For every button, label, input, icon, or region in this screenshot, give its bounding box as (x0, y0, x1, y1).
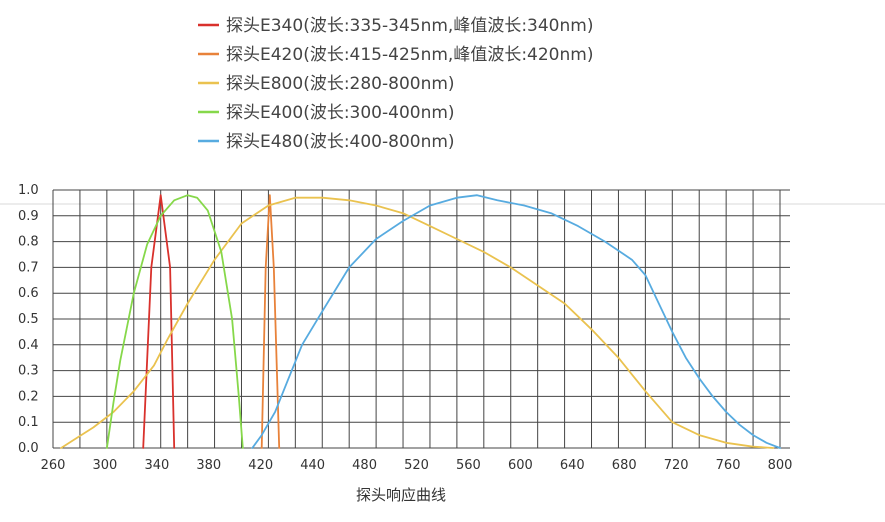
x-tick-label: 260 (41, 458, 66, 473)
x-axis-title: 探头响应曲线 (356, 486, 446, 504)
x-tick-label: 720 (664, 458, 689, 473)
series-line-1 (142, 194, 176, 449)
x-tick-label: 380 (196, 458, 221, 473)
x-tick-label: 640 (560, 458, 585, 473)
y-tick-label: 0.4 (18, 338, 39, 353)
y-tick-label: 0.1 (18, 415, 39, 430)
x-tick-label: 600 (508, 458, 533, 473)
y-tick-label: 0.6 (18, 286, 39, 301)
x-tick-label: 800 (768, 458, 793, 473)
y-tick-label: 0.9 (18, 209, 39, 224)
y-tick-label: 0.2 (18, 389, 39, 404)
y-axis-ticks: 0.0 0.1 0.2 0.3 0.4 0.5 0.6 0.7 0.8 0.9 1.0 (18, 183, 39, 456)
y-tick-label: 0.0 (18, 441, 39, 456)
y-tick-label: 0.8 (18, 235, 39, 250)
legend-label: 探头E480(波长:400-800nm) (226, 132, 455, 152)
y-tick-label: 0.5 (18, 312, 39, 327)
legend-label: 探头E800(波长:280-800nm) (226, 74, 455, 94)
legend: 探头E340(波长:335-345nm,峰值波长:340nm) 探头E420(波长… (198, 16, 593, 152)
x-tick-label: 340 (144, 458, 169, 473)
x-tick-label: 680 (612, 458, 637, 473)
series-line-5 (251, 194, 781, 449)
series-line-3 (60, 196, 775, 449)
series-line-4 (106, 194, 244, 449)
legend-label: 探头E420(波长:415-425nm,峰值波长:420nm) (226, 45, 593, 65)
x-tick-label: 520 (404, 458, 429, 473)
legend-label: 探头E400(波长:300-400nm) (226, 103, 455, 123)
x-axis-ticks: 260 300 340 380 420 440 480 520 560 600 640 680 720 7… (41, 458, 793, 473)
x-tick-label: 300 (93, 458, 118, 473)
x-tick-label: 420 (248, 458, 273, 473)
series-lines (60, 194, 781, 449)
y-tick-label: 1.0 (18, 183, 39, 198)
plot-area: 0.0 0.1 0.2 0.3 0.4 0.5 0.6 0.7 0.8 0.9 1.0 260 300… (18, 183, 792, 473)
series-line-2 (260, 194, 281, 449)
y-tick-label: 0.3 (18, 364, 39, 379)
x-tick-label: 560 (456, 458, 481, 473)
legend-label: 探头E340(波长:335-345nm,峰值波长:340nm) (226, 16, 593, 36)
y-tick-label: 0.7 (18, 260, 39, 275)
x-tick-label: 440 (300, 458, 325, 473)
grid (52, 189, 790, 449)
x-tick-label: 480 (352, 458, 377, 473)
x-tick-label: 760 (716, 458, 741, 473)
